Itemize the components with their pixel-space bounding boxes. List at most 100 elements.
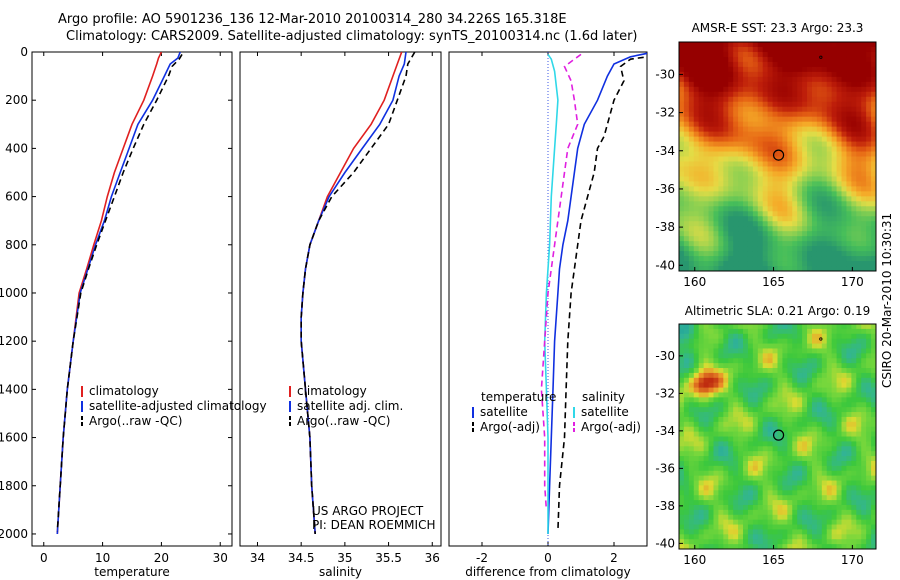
- heatmap-cell: [757, 495, 764, 501]
- heatmap-cell: [811, 196, 818, 202]
- heatmap-cell: [777, 353, 784, 359]
- heatmap-cell: [787, 101, 793, 108]
- heatmap-cell: [703, 61, 710, 68]
- heatmap-cell: [782, 76, 788, 83]
- heatmap-cell: [782, 116, 788, 123]
- heatmap-cell: [866, 544, 872, 549]
- heatmap-cell: [866, 504, 872, 511]
- heatmap-cell: [871, 61, 876, 68]
- heatmap-cell: [703, 121, 710, 128]
- heatmap-cell: [787, 46, 793, 53]
- heatmap-cell: [841, 101, 848, 108]
- heatmap-cell: [821, 475, 828, 482]
- heatmap-cell: [851, 328, 857, 335]
- heatmap-cell: [762, 402, 769, 408]
- heatmap-cell: [733, 470, 739, 477]
- heatmap-cell: [841, 534, 848, 540]
- heatmap-cell: [777, 61, 784, 68]
- heatmap-cell: [836, 231, 843, 237]
- heatmap-cell: [831, 412, 838, 418]
- heatmap-cell: [693, 111, 700, 118]
- heatmap-cell: [718, 61, 724, 68]
- heatmap-cell: [683, 101, 690, 108]
- heatmap-cell: [757, 151, 764, 158]
- heatmap-cell: [743, 206, 749, 212]
- heatmap-cell: [807, 509, 813, 516]
- heatmap-cell: [747, 216, 754, 222]
- heatmap-cell: [846, 480, 852, 487]
- heatmap-cell: [728, 256, 734, 262]
- heatmap-cell: [683, 333, 690, 340]
- heatmap-cell: [782, 485, 788, 491]
- heatmap-cell: [688, 465, 695, 472]
- heatmap-cell: [856, 338, 862, 345]
- heatmap-cell: [757, 324, 764, 330]
- heatmap-cell: [713, 166, 719, 173]
- heatmap-cell: [718, 343, 724, 350]
- heatmap-cell: [703, 42, 710, 48]
- heatmap-cell: [802, 206, 808, 212]
- heatmap-cell: [728, 544, 734, 549]
- heatmap-cell: [846, 246, 852, 252]
- heatmap-cell: [787, 76, 793, 83]
- heatmap-cell: [821, 353, 828, 359]
- heatmap-cell: [846, 111, 852, 118]
- heatmap-cell: [802, 76, 808, 83]
- heatmap-cell: [846, 407, 852, 413]
- heatmap-cell: [698, 76, 705, 83]
- heatmap-cell: [772, 338, 779, 345]
- heatmap-cell: [767, 485, 774, 491]
- heatmap-cell: [698, 201, 705, 207]
- heatmap-cell: [747, 387, 754, 394]
- heatmap-cell: [733, 402, 739, 408]
- heatmap-cell: [679, 382, 685, 389]
- heatmap-cell: [733, 465, 739, 472]
- heatmap-cell: [728, 226, 734, 232]
- heatmap-cell: [826, 529, 833, 535]
- heatmap-cell: [728, 475, 734, 482]
- heatmap-cell: [811, 529, 818, 535]
- heatmap-cell: [846, 544, 852, 549]
- heatmap-cell: [836, 441, 843, 447]
- heatmap-cell: [841, 358, 848, 364]
- heatmap-cell: [807, 91, 813, 98]
- heatmap-cell: [846, 490, 852, 496]
- heatmap-cell: [866, 206, 872, 212]
- heatmap-cell: [752, 126, 759, 133]
- heatmap-cell: [811, 211, 818, 217]
- heatmap-cell: [743, 416, 749, 423]
- heatmap-cell: [846, 416, 852, 423]
- heatmap-cell: [856, 368, 862, 374]
- heatmap-cell: [826, 348, 833, 354]
- heatmap-cell: [728, 121, 734, 128]
- heatmap-cell: [688, 76, 695, 83]
- heatmap-cell: [738, 251, 744, 257]
- heatmap-cell: [713, 387, 719, 394]
- heatmap-cell: [871, 504, 876, 511]
- heatmap-cell: [743, 191, 749, 197]
- heatmap-cell: [698, 490, 705, 496]
- heatmap-cell: [787, 426, 793, 433]
- heatmap-cell: [851, 191, 857, 197]
- heatmap-cell: [698, 211, 705, 217]
- heatmap-cell: [831, 470, 838, 477]
- heatmap-cell: [841, 71, 848, 78]
- heatmap-cell: [752, 348, 759, 354]
- heatmap-cell: [787, 71, 793, 78]
- heatmap-cell: [743, 368, 749, 374]
- heatmap-cell: [762, 251, 769, 257]
- heatmap-cell: [679, 221, 685, 227]
- heatmap-cell: [777, 246, 784, 252]
- heatmap-cell: [841, 338, 848, 345]
- heatmap-cell: [708, 136, 715, 143]
- heatmap-cell: [718, 121, 724, 128]
- heatmap-cell: [846, 241, 852, 247]
- heatmap-cell: [683, 211, 690, 217]
- heatmap-cell: [861, 451, 867, 457]
- heatmap-cell: [797, 181, 803, 187]
- heatmap-cell: [787, 81, 793, 88]
- heatmap-cell: [841, 251, 848, 257]
- heatmap-cell: [683, 324, 690, 330]
- heatmap-cell: [816, 161, 823, 168]
- heatmap-cell: [856, 56, 862, 63]
